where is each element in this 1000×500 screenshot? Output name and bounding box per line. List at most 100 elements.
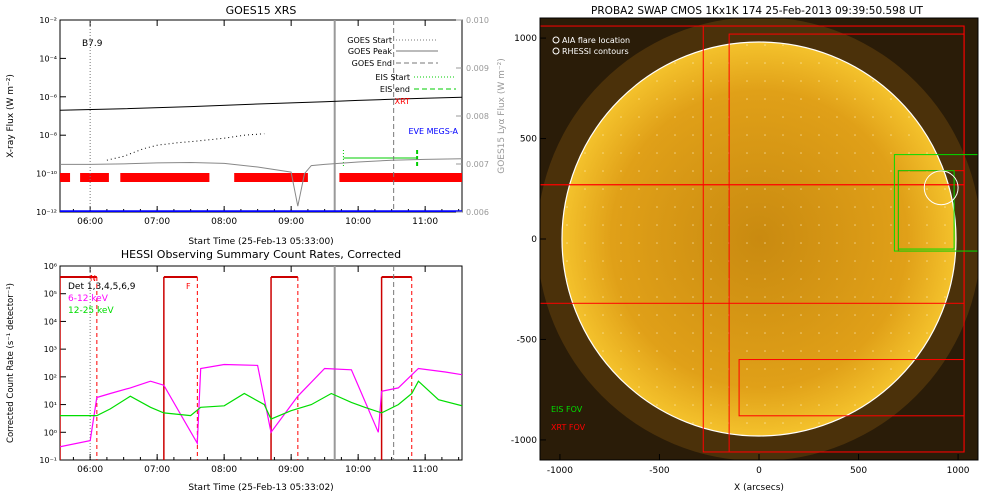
swap-legend-aia: AIA flare location [562, 36, 630, 45]
rhessi-legend-marker-icon [552, 47, 560, 55]
y-tick-label: 10² [44, 373, 57, 382]
plot-frame [59, 265, 463, 461]
plot-frame [59, 19, 463, 213]
legend-eis-end-label: EIS end [380, 85, 410, 94]
y-tick-label: 10⁻⁶ [39, 93, 57, 102]
swap-legend-rhessi: RHESSI contours [562, 47, 629, 56]
goes-ylabel: X-ray Flux (W m⁻²) [6, 74, 16, 158]
swap-legend: AIA flare location RHESSI contours [552, 36, 630, 56]
x-tick-label: 07:00 [144, 217, 170, 227]
y-tick-label: 10⁰ [44, 428, 57, 437]
hessi-flag-f: F [186, 282, 191, 291]
legend-goes-start-label: GOES Start [347, 36, 392, 45]
legend-eve-label: EVE MEGS-A [408, 127, 458, 136]
x-tick-label: 10:00 [345, 465, 371, 475]
x-tick-label: 06:00 [77, 217, 103, 227]
swap-y-tick-label: 1000 [514, 34, 537, 44]
swap-xlabel: X (arcsecs) [734, 483, 784, 493]
goes-legend: GOES Start GOES Peak GOES End EIS Start … [347, 36, 458, 136]
y-tick-label: 10⁻⁴ [39, 54, 57, 63]
swap-axes: -1000 -500 0 500 1000 1000 500 0 -500 -1000 [511, 17, 979, 476]
hessi-band2-label: 12-25 keV [68, 306, 114, 316]
hessi-det-label: Det 1,3,4,5,6,9 [68, 282, 136, 292]
goes-class-label: B7.9 [82, 39, 103, 49]
fov-overlays [540, 25, 978, 453]
y-tick-label: 10¹ [44, 401, 57, 410]
y-tick-label: 10³ [44, 345, 57, 354]
hessi-series-high [60, 380, 462, 420]
swap-y-tick-label: -1000 [511, 436, 537, 446]
goes-series-goes-peak [60, 96, 462, 111]
swap-eis-fov-label: EIS FOV [551, 405, 583, 414]
sun-grid [563, 43, 955, 435]
goes-panel: GOES15 XRS X-ray Flux (W m⁻²) GOES15 Lyα… [6, 4, 507, 247]
hessi-panel: HESSI Observing Summary Count Rates, Cor… [6, 248, 463, 493]
x-tick-label: 06:00 [77, 465, 103, 475]
hessi-flag-n: N [90, 274, 96, 283]
hessi-ylabel: Corrected Count Rate (s⁻¹ detector⁻¹) [6, 283, 16, 443]
xrt-coverage-bar [339, 173, 462, 182]
swap-y-tick-label: -500 [517, 335, 538, 345]
legend-goes-start: GOES Start [347, 36, 438, 45]
y-tick-label: 10⁻¹² [36, 208, 57, 217]
xrt-fov-box [738, 359, 965, 417]
xrt-coverage-bar [60, 173, 71, 182]
y2-tick-label: 0.006 [466, 208, 489, 217]
goes-ylabel-right: GOES15 Lyα Flux (W m⁻²) [497, 58, 507, 174]
hessi-band1-label: 6-12 keV [68, 294, 109, 304]
eis-fov-box [897, 170, 955, 250]
aia-legend-marker-icon [552, 36, 560, 44]
xrt-coverage-bar [80, 173, 109, 182]
legend-goes-peak-label: GOES Peak [348, 47, 393, 56]
goes-title: GOES15 XRS [226, 4, 297, 17]
legend-eis-start: EIS Start [375, 73, 456, 82]
xrt-coverage-bar [234, 173, 308, 182]
y-tick-label: 10⁵ [44, 290, 57, 299]
x-tick-label: 08:00 [211, 217, 237, 227]
swap-x-tick-label: 0 [756, 466, 762, 476]
plot-area [60, 266, 462, 460]
y2-tick-label: 0.009 [466, 64, 489, 73]
hessi-title: HESSI Observing Summary Count Rates, Cor… [121, 248, 401, 261]
y-tick-label: 10⁻¹ [39, 456, 57, 465]
legend-eis-start-label: EIS Start [375, 73, 410, 82]
y-tick-label: 10⁴ [44, 317, 57, 326]
y-tick-label: 10⁻² [39, 16, 57, 25]
swap-x-tick-label: 1000 [947, 466, 970, 476]
swap-x-tick-label: -500 [649, 466, 670, 476]
y-tick-label: 10⁻⁸ [39, 131, 57, 140]
y2-tick-label: 0.008 [466, 112, 489, 121]
swap-x-tick-label: -1000 [547, 466, 573, 476]
legend-goes-end-label: GOES End [352, 59, 392, 68]
swap-xrt-fov-label: XRT FOV [551, 423, 586, 432]
hessi-axes: 06:00 07:00 08:00 09:00 10:00 11:00 10⁻¹ 10⁰ 10¹… [39, 262, 463, 475]
goes-xlabel: Start Time (25-Feb-13 05:33:00) [188, 237, 333, 247]
hessi-series-low [60, 363, 462, 448]
legend-goes-peak: GOES Peak [348, 47, 438, 56]
swap-y-tick-label: 500 [520, 135, 537, 145]
y-tick-label: 10⁶ [44, 262, 57, 271]
x-tick-label: 11:00 [412, 465, 438, 475]
x-tick-label: 09:00 [278, 217, 304, 227]
x-tick-label: 08:00 [211, 465, 237, 475]
eis-fov-box [893, 154, 978, 252]
goes-series-goes-start [106, 133, 265, 161]
x-tick-label: 10:00 [345, 217, 371, 227]
swap-y-tick-label: 0 [531, 235, 537, 245]
x-tick-label: 11:00 [412, 217, 438, 227]
swap-x-tick-label: 500 [850, 466, 867, 476]
goes-axes: 06:00 07:00 08:00 09:00 10:00 11:00 10⁻² 10⁻⁴ 10… [36, 16, 463, 227]
goes-right-axis: 0.010 0.009 0.008 0.007 0.006 [456, 16, 489, 217]
y2-tick-label: 0.010 [466, 16, 489, 25]
legend-goes-end: GOES End [352, 59, 438, 68]
sun-limb [561, 41, 957, 437]
swap-panel: PROBA2 SWAP CMOS 1Kx1K 174 25-Feb-2013 0… [511, 5, 979, 493]
plot-area [60, 20, 462, 212]
xrt-coverage-bar [120, 173, 210, 182]
legend-eis-end: EIS end [380, 85, 456, 94]
legend-xrt-label: XRT [395, 97, 410, 106]
hessi-xlabel: Start Time (25-Feb-13 05:33:02) [188, 483, 333, 493]
y-tick-label: 10⁻¹⁰ [36, 170, 57, 179]
x-tick-label: 09:00 [278, 465, 304, 475]
